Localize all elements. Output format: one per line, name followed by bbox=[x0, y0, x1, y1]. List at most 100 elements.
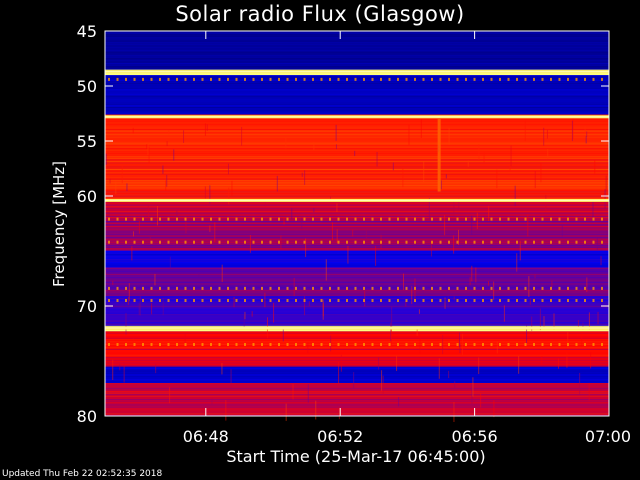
signal-dot bbox=[490, 77, 493, 81]
signal-dot bbox=[320, 77, 323, 81]
noise-tick bbox=[291, 208, 293, 220]
texture-streak bbox=[105, 280, 609, 282]
signal-dot bbox=[558, 240, 561, 244]
noise-tick bbox=[132, 127, 134, 134]
noise-tick bbox=[553, 313, 555, 330]
noise-tick bbox=[221, 264, 223, 283]
noise-tick bbox=[151, 302, 153, 315]
noise-tick bbox=[496, 169, 498, 189]
signal-dot bbox=[405, 77, 408, 81]
noise-tick bbox=[551, 280, 553, 288]
signal-dot bbox=[159, 77, 161, 81]
texture-streak bbox=[105, 183, 609, 185]
texture-streak bbox=[105, 303, 609, 304]
signal-dot bbox=[303, 299, 306, 302]
noise-tick bbox=[138, 221, 140, 234]
noise-tick bbox=[558, 358, 560, 369]
texture-streak bbox=[105, 177, 609, 178]
texture-streak bbox=[105, 79, 609, 81]
texture-streak bbox=[105, 172, 609, 174]
texture-streak bbox=[105, 395, 609, 397]
signal-dot bbox=[533, 217, 535, 221]
texture-streak bbox=[105, 32, 609, 34]
texture-streak bbox=[105, 170, 609, 172]
noise-tick bbox=[528, 276, 530, 298]
texture-streak bbox=[105, 251, 609, 252]
noise-tick bbox=[353, 372, 355, 389]
signal-dot bbox=[150, 77, 153, 81]
y-tick-label: 45 bbox=[77, 22, 97, 41]
texture-streak bbox=[105, 392, 609, 394]
noise-tick bbox=[209, 185, 211, 204]
noise-tick bbox=[112, 359, 114, 381]
noise-tick bbox=[483, 152, 485, 163]
signal-dot bbox=[295, 343, 297, 346]
signal-dot bbox=[346, 299, 348, 302]
texture-streak bbox=[105, 203, 609, 205]
signal-dot bbox=[524, 217, 527, 221]
noise-tick bbox=[423, 161, 425, 182]
noise-tick bbox=[448, 128, 450, 145]
signal-dot bbox=[184, 299, 187, 302]
signal-dot bbox=[286, 343, 289, 346]
texture-streak bbox=[105, 212, 609, 214]
signal-dot bbox=[439, 343, 442, 346]
texture-streak bbox=[105, 86, 609, 88]
signal-dot bbox=[167, 286, 170, 290]
texture-streak bbox=[105, 201, 609, 203]
noise-tick bbox=[221, 363, 223, 375]
plot-area bbox=[104, 30, 610, 422]
signal-dot bbox=[167, 299, 170, 302]
signal-dot bbox=[227, 286, 229, 290]
noise-tick bbox=[398, 397, 400, 407]
noise-tick bbox=[478, 143, 480, 161]
texture-streak bbox=[105, 364, 609, 366]
signal-dot bbox=[473, 286, 476, 290]
signal-dot bbox=[584, 217, 586, 221]
signal-dot bbox=[329, 217, 331, 221]
noise-tick bbox=[165, 180, 167, 191]
signal-dot bbox=[490, 240, 493, 244]
signal-dot bbox=[541, 77, 544, 81]
texture-streak bbox=[105, 235, 609, 237]
texture-streak bbox=[105, 347, 609, 349]
texture-streak bbox=[105, 181, 609, 183]
texture-streak bbox=[105, 345, 609, 347]
texture-streak bbox=[105, 289, 609, 291]
texture-streak bbox=[105, 317, 609, 319]
bright-line-core bbox=[105, 327, 609, 329]
noise-tick bbox=[225, 399, 227, 421]
noise-tick bbox=[539, 308, 541, 331]
signal-dot bbox=[601, 240, 603, 244]
signal-dot bbox=[380, 217, 382, 221]
texture-streak bbox=[105, 369, 609, 371]
signal-dot bbox=[507, 77, 510, 81]
noise-tick bbox=[338, 361, 340, 384]
texture-streak bbox=[105, 58, 609, 60]
noise-tick bbox=[458, 198, 460, 211]
signal-dot bbox=[397, 77, 399, 81]
y-axis-label: Frequency [MHz] bbox=[50, 161, 68, 287]
texture-streak bbox=[105, 400, 609, 402]
signal-dot bbox=[448, 77, 450, 81]
texture-streak bbox=[105, 372, 609, 374]
signal-dot bbox=[516, 299, 518, 302]
texture-streak bbox=[105, 189, 609, 191]
signal-dot bbox=[159, 299, 161, 302]
signal-dot bbox=[329, 343, 331, 346]
signal-dot bbox=[490, 217, 493, 221]
noise-tick bbox=[183, 130, 185, 143]
signal-dot bbox=[150, 217, 153, 221]
signal-dot bbox=[108, 77, 110, 81]
texture-streak bbox=[105, 248, 609, 250]
texture-streak bbox=[105, 108, 609, 110]
noise-tick bbox=[285, 138, 287, 149]
noise-tick bbox=[105, 153, 107, 165]
signal-dot bbox=[346, 77, 348, 81]
signal-dot bbox=[159, 343, 161, 346]
signal-dot bbox=[456, 343, 459, 346]
signal-dot bbox=[210, 217, 212, 221]
signal-dot bbox=[286, 286, 289, 290]
signal-dot bbox=[176, 299, 178, 302]
signal-dot bbox=[533, 343, 535, 346]
